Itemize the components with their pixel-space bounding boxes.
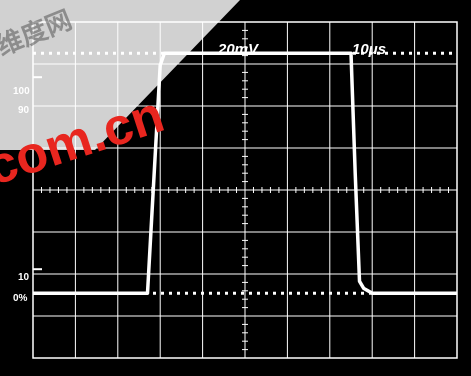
time-scale-label: 10μs <box>352 41 386 58</box>
watermark-band <box>0 0 240 150</box>
vertical-scale-label: 20mV <box>217 41 260 58</box>
y-tick-label-10: 10 <box>18 272 30 283</box>
y-tick-label-0: 0% <box>13 293 28 304</box>
waveform-trace <box>33 51 457 295</box>
trace-series-line <box>33 51 457 295</box>
